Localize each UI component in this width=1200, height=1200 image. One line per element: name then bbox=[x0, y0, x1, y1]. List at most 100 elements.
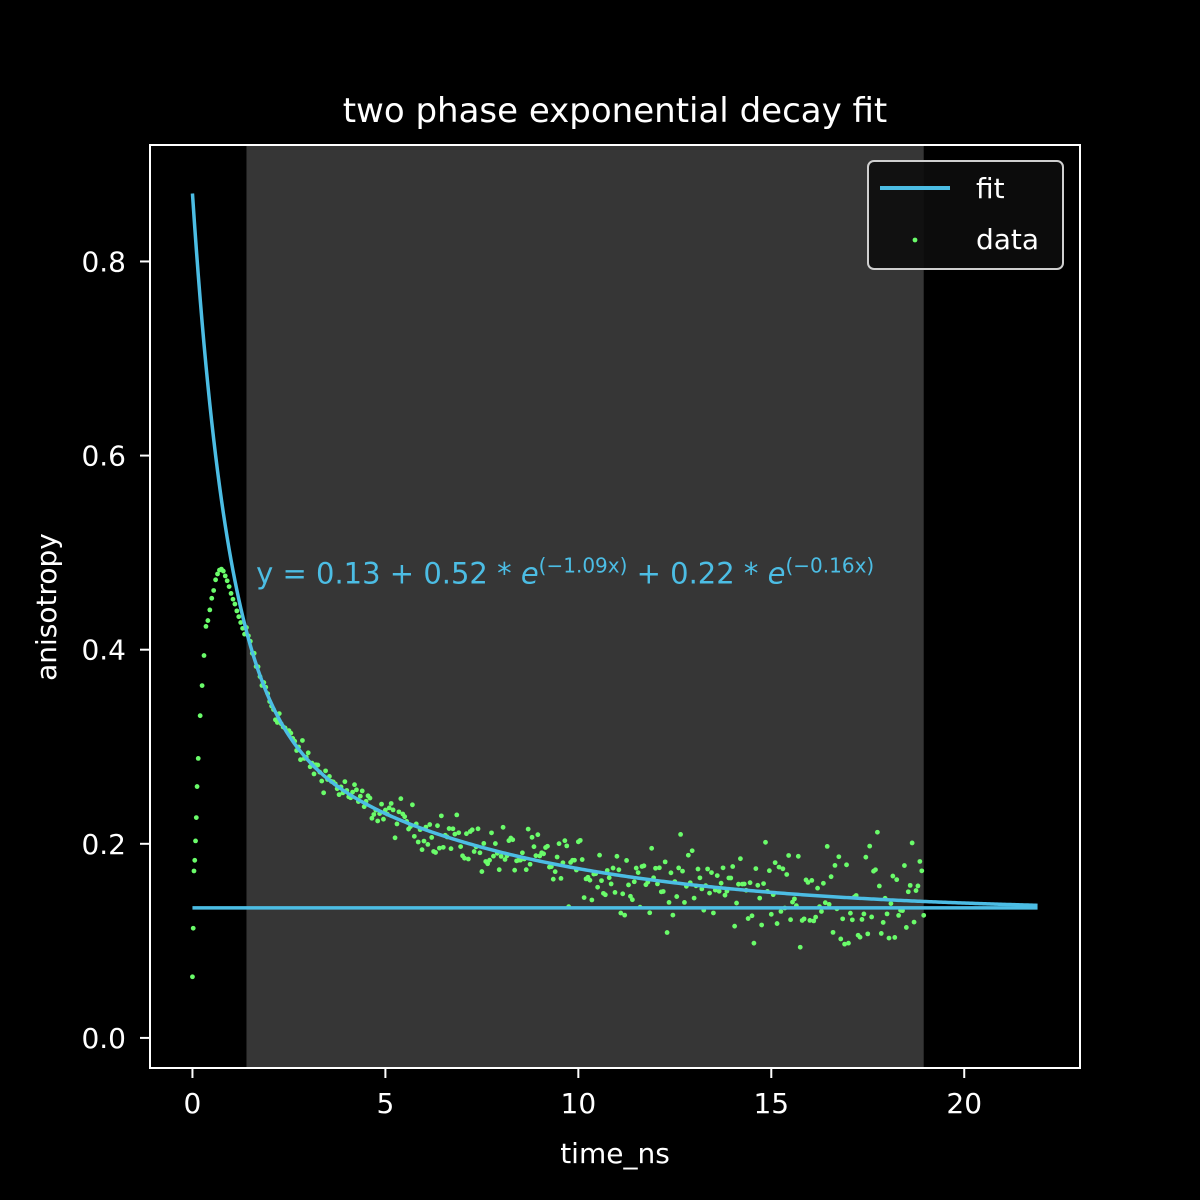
data-point bbox=[352, 782, 357, 788]
data-point bbox=[398, 796, 404, 802]
data-point bbox=[695, 866, 701, 872]
data-point bbox=[880, 920, 886, 925]
data-point bbox=[394, 821, 400, 827]
data-point bbox=[354, 787, 359, 793]
data-point bbox=[664, 930, 670, 935]
data-point bbox=[485, 861, 491, 867]
data-point bbox=[616, 867, 622, 873]
data-point bbox=[884, 911, 890, 917]
data-point bbox=[714, 873, 720, 878]
data-point bbox=[732, 923, 738, 929]
data-point bbox=[390, 807, 396, 813]
data-point bbox=[203, 624, 209, 629]
data-point bbox=[757, 895, 763, 901]
data-point bbox=[809, 878, 815, 883]
data-point bbox=[531, 844, 537, 850]
data-point bbox=[836, 854, 842, 860]
data-point bbox=[660, 889, 666, 894]
data-point bbox=[905, 889, 911, 895]
data-point bbox=[909, 840, 915, 846]
data-point bbox=[464, 831, 469, 837]
data-point bbox=[226, 584, 232, 589]
data-point bbox=[840, 916, 846, 922]
x-tick-label: 5 bbox=[376, 1087, 394, 1120]
data-point bbox=[861, 911, 867, 917]
data-point bbox=[689, 848, 695, 854]
data-point bbox=[336, 792, 342, 798]
data-point bbox=[194, 784, 200, 789]
data-point bbox=[193, 838, 198, 844]
data-point bbox=[649, 845, 655, 851]
data-point bbox=[469, 827, 475, 833]
plot-area: 0 5 10 15 20 0.0 0.2 0.4 0.6 0.8 bbox=[81, 144, 1081, 1120]
data-point bbox=[888, 901, 894, 906]
data-point bbox=[558, 876, 564, 881]
data-point bbox=[197, 713, 203, 719]
data-point bbox=[913, 888, 919, 893]
data-point bbox=[410, 802, 415, 808]
data-point bbox=[367, 795, 373, 801]
data-point bbox=[678, 831, 683, 837]
data-point bbox=[656, 865, 662, 871]
data-point bbox=[745, 916, 751, 921]
x-tick-label: 0 bbox=[184, 1087, 202, 1120]
data-point bbox=[865, 931, 871, 937]
data-point bbox=[589, 897, 595, 903]
data-point bbox=[425, 842, 431, 847]
annotation-prefix: y = 0.13 + 0.52 * bbox=[256, 557, 521, 591]
data-point bbox=[867, 843, 873, 849]
data-point bbox=[876, 883, 882, 889]
data-point bbox=[629, 897, 635, 903]
data-point bbox=[562, 838, 568, 844]
data-point bbox=[811, 918, 817, 924]
data-point bbox=[807, 917, 813, 923]
data-point bbox=[446, 826, 452, 831]
data-point bbox=[828, 874, 834, 880]
annotation-e1: e bbox=[521, 557, 539, 591]
data-point bbox=[626, 882, 631, 888]
data-point bbox=[321, 790, 327, 796]
data-point bbox=[487, 857, 492, 863]
data-point bbox=[193, 815, 199, 820]
data-point bbox=[597, 852, 602, 858]
data-point bbox=[224, 578, 230, 584]
data-point bbox=[873, 867, 878, 873]
data-point bbox=[502, 857, 508, 862]
data-point bbox=[211, 588, 217, 593]
data-point bbox=[190, 925, 196, 931]
data-point bbox=[747, 880, 753, 886]
data-point bbox=[819, 909, 824, 914]
data-point bbox=[452, 831, 458, 837]
data-point bbox=[350, 789, 355, 795]
data-point bbox=[448, 846, 454, 852]
data-point bbox=[788, 917, 793, 923]
data-point bbox=[234, 608, 240, 614]
x-tick-label: 10 bbox=[561, 1087, 597, 1120]
legend: fit data bbox=[867, 160, 1064, 270]
data-point bbox=[305, 750, 311, 756]
data-point bbox=[375, 818, 381, 824]
data-point bbox=[780, 866, 786, 872]
data-point bbox=[832, 863, 838, 868]
annotation-mid: + 0.22 * bbox=[627, 557, 767, 591]
data-point bbox=[458, 844, 464, 850]
data-point bbox=[670, 912, 676, 918]
data-point bbox=[581, 895, 587, 901]
data-point bbox=[213, 577, 219, 583]
data-point bbox=[479, 869, 485, 874]
data-point bbox=[720, 865, 726, 871]
data-point bbox=[489, 830, 494, 836]
data-point bbox=[892, 935, 898, 940]
data-point bbox=[618, 910, 624, 916]
data-point bbox=[786, 853, 792, 858]
data-point bbox=[612, 890, 618, 895]
data-point bbox=[653, 865, 658, 871]
data-point bbox=[734, 900, 739, 906]
data-point bbox=[635, 870, 641, 875]
x-tick-label: 15 bbox=[753, 1087, 789, 1120]
data-point bbox=[205, 618, 211, 623]
data-point bbox=[647, 910, 653, 916]
data-point bbox=[716, 888, 722, 894]
data-point bbox=[525, 826, 531, 832]
data-point bbox=[776, 864, 782, 870]
